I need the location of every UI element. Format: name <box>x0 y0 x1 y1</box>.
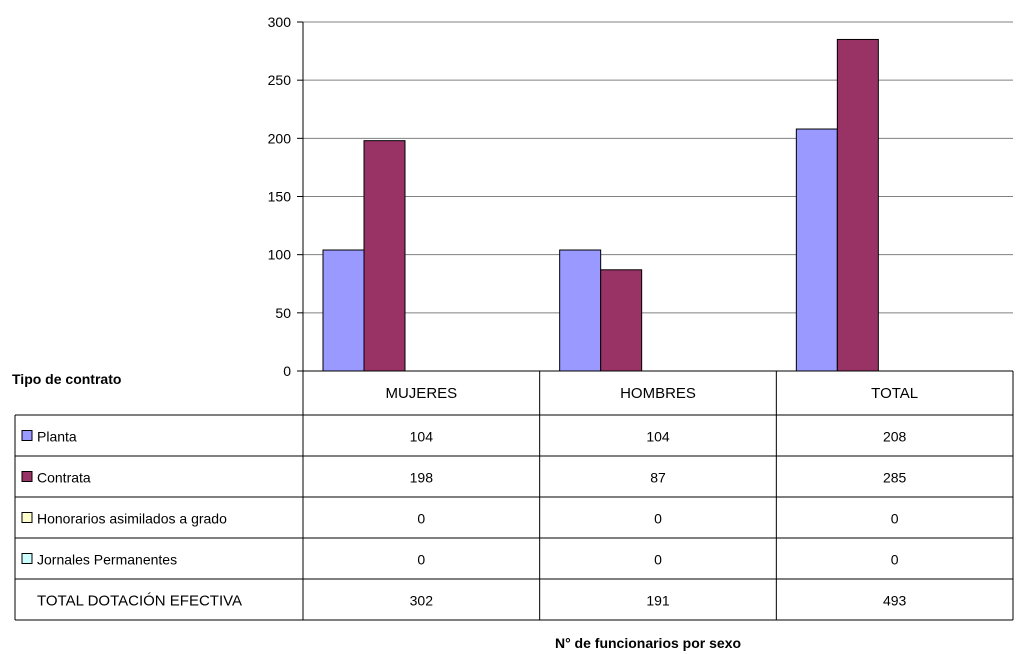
bar-contrata-mujeres <box>363 140 406 372</box>
legend-swatch <box>21 512 33 523</box>
data-label: 104 <box>410 429 434 445</box>
legend-swatch <box>21 430 33 441</box>
series-label: Jornales Permanentes <box>37 552 177 568</box>
table-header-label: Tipo de contrato <box>12 371 121 387</box>
data-label: 0 <box>417 511 425 527</box>
data-label: 87 <box>650 470 666 486</box>
category-label: MUJERES <box>385 385 457 402</box>
data-label: 104 <box>646 429 670 445</box>
bar-planta-total <box>795 128 838 372</box>
data-table: MUJERES HOMBRES TOTAL Planta 104 104 208 Contra… <box>14 370 1014 621</box>
bar-contrata-total <box>836 38 879 372</box>
total-value: 493 <box>883 593 907 609</box>
series-label: Contrata <box>37 470 91 486</box>
category-label: TOTAL <box>871 385 918 402</box>
x-axis-title: N° de funcionarios por sexo <box>555 635 741 651</box>
bar-contrata-hombres <box>600 269 643 372</box>
y-tick-label: 50 <box>275 305 291 321</box>
y-tick-label: 300 <box>268 14 292 30</box>
data-label: 208 <box>883 429 907 445</box>
data-label: 198 <box>410 470 434 486</box>
legend-swatch <box>21 553 33 564</box>
bar-planta-mujeres <box>322 249 365 372</box>
bar-planta-hombres <box>559 249 602 372</box>
gridlines <box>303 21 1013 314</box>
category-label: HOMBRES <box>620 385 696 402</box>
data-label: 0 <box>891 511 899 527</box>
y-tick-label: 250 <box>268 72 292 88</box>
data-label: 0 <box>417 552 425 568</box>
total-value: 302 <box>410 593 434 609</box>
y-tick-label: 100 <box>268 247 292 263</box>
series-label: Planta <box>37 429 77 445</box>
y-tick-label: 200 <box>268 130 292 146</box>
legend-swatch <box>21 471 33 482</box>
series-label: Honorarios asimilados a grado <box>37 511 227 527</box>
data-label: 0 <box>654 511 662 527</box>
data-label: 285 <box>883 470 907 486</box>
total-row-label: TOTAL DOTACIÓN EFECTIVA <box>37 593 242 610</box>
y-tick-label: 0 <box>283 363 291 379</box>
total-value: 191 <box>646 593 670 609</box>
bars <box>322 38 879 372</box>
y-axis-ticks: 0 50 100 150 200 250 300 <box>268 14 304 379</box>
y-tick-label: 150 <box>268 189 292 205</box>
data-label: 0 <box>654 552 662 568</box>
data-label: 0 <box>891 552 899 568</box>
